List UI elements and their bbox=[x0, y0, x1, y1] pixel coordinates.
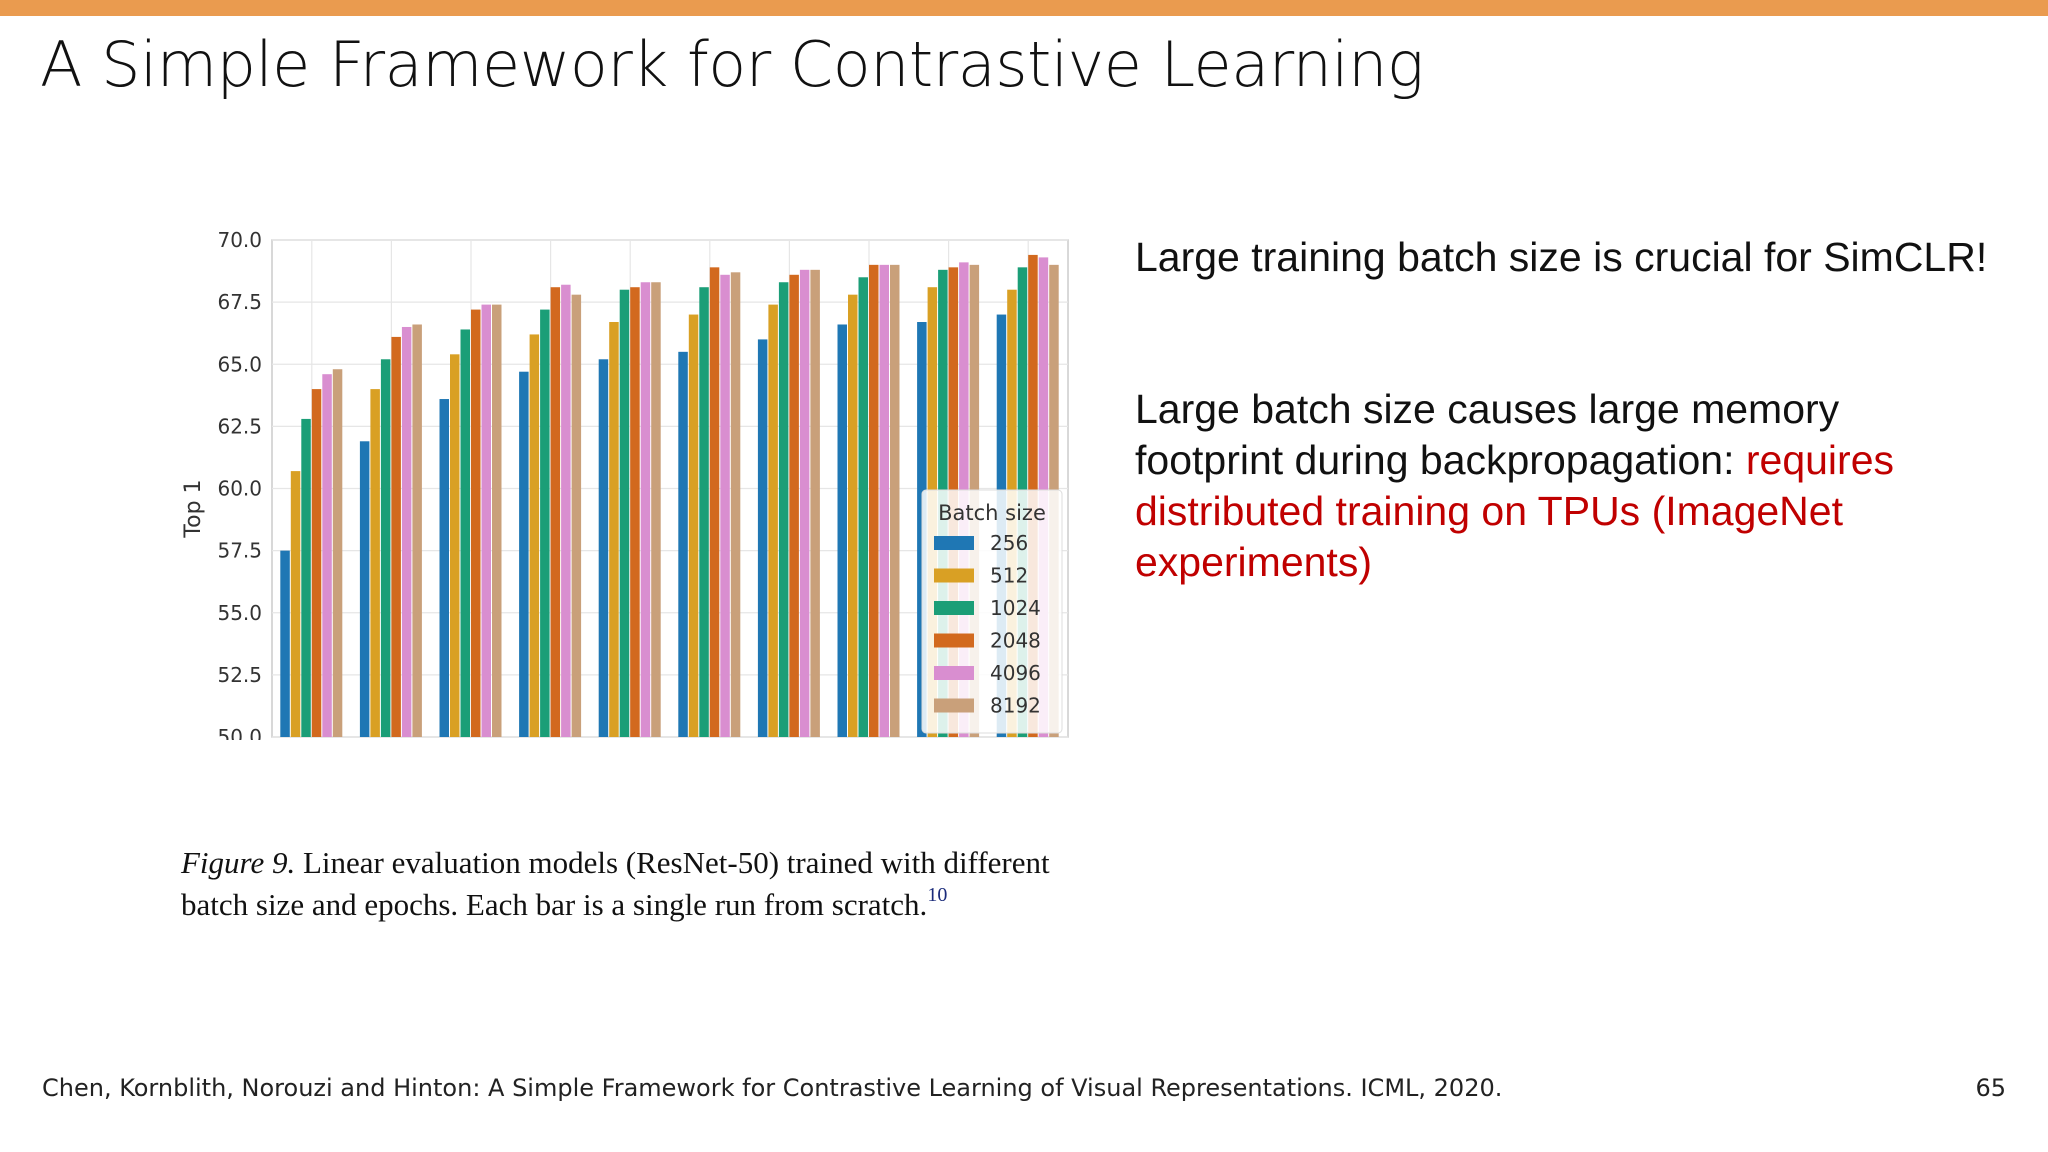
bar-256-800 bbox=[837, 324, 847, 737]
bar-8192-800 bbox=[890, 264, 900, 737]
bullet-memory-text: Large batch size causes large memory foo… bbox=[1135, 386, 1840, 483]
caption-footnote: 10 bbox=[927, 884, 948, 906]
bar-1024-600 bbox=[699, 287, 709, 737]
bar-2048-200 bbox=[391, 336, 401, 737]
y-tick-label: 70.0 bbox=[217, 228, 262, 252]
bar-512-300 bbox=[450, 354, 460, 737]
y-tick-label: 55.0 bbox=[217, 601, 262, 625]
bar-8192-200 bbox=[412, 324, 422, 737]
bar-512-400 bbox=[529, 334, 540, 737]
page-number: 65 bbox=[1975, 1074, 2006, 1102]
bar-2048-500 bbox=[630, 287, 640, 737]
bar-2048-700 bbox=[789, 274, 799, 737]
bar-4096-700 bbox=[799, 269, 810, 737]
citation: Chen, Kornblith, Norouzi and Hinton: A S… bbox=[42, 1074, 1503, 1102]
bar-8192-700 bbox=[810, 269, 820, 737]
legend-label-1024: 1024 bbox=[990, 596, 1041, 620]
bar-2048-400 bbox=[550, 287, 561, 737]
legend-label-2048: 2048 bbox=[990, 629, 1041, 653]
bar-256-700 bbox=[757, 339, 768, 737]
bar-256-500 bbox=[598, 359, 609, 737]
bar-4096-100 bbox=[322, 374, 332, 737]
legend-swatch-512 bbox=[934, 568, 974, 583]
bar-1024-200 bbox=[380, 359, 391, 737]
bar-256-400 bbox=[519, 371, 529, 737]
y-tick-label: 52.5 bbox=[217, 663, 262, 687]
bar-1024-300 bbox=[460, 329, 470, 737]
bar-512-100 bbox=[290, 471, 301, 737]
bar-256-300 bbox=[439, 399, 449, 737]
figure-caption: Figure 9. Linear evaluation models (ResN… bbox=[181, 842, 1101, 926]
caption-text: Linear evaluation models (ResNet-50) tra… bbox=[181, 845, 1050, 922]
legend-swatch-1024 bbox=[934, 601, 974, 615]
bar-1024-700 bbox=[778, 282, 789, 737]
bar-256-100 bbox=[280, 550, 290, 737]
y-tick-label: 57.5 bbox=[217, 539, 262, 563]
bar-1024-100 bbox=[301, 418, 311, 737]
legend-label-4096: 4096 bbox=[990, 661, 1041, 685]
y-tick-label: 50.0 bbox=[217, 725, 262, 740]
bar-8192-600 bbox=[730, 272, 741, 737]
bar-2048-600 bbox=[709, 267, 720, 737]
bar-8192-400 bbox=[571, 294, 582, 737]
bar-512-200 bbox=[370, 389, 380, 737]
bullet-list: Large training batch size is crucial for… bbox=[1135, 232, 1995, 588]
bar-1024-500 bbox=[619, 289, 630, 737]
bar-2048-800 bbox=[869, 264, 879, 737]
y-tick-label: 62.5 bbox=[217, 414, 262, 438]
legend-label-256: 256 bbox=[990, 531, 1028, 555]
y-tick-label: 60.0 bbox=[217, 477, 262, 501]
slide-title: A Simple Framework for Contrastive Learn… bbox=[40, 28, 1424, 101]
bar-4096-400 bbox=[561, 284, 571, 737]
legend-swatch-2048 bbox=[934, 633, 974, 648]
bar-512-700 bbox=[768, 304, 778, 737]
bar-8192-500 bbox=[651, 282, 661, 737]
legend-swatch-4096 bbox=[934, 666, 974, 680]
bar-4096-600 bbox=[720, 274, 730, 737]
bar-512-600 bbox=[688, 314, 699, 737]
bullet-batch-size: Large training batch size is crucial for… bbox=[1135, 234, 1988, 280]
bar-2048-100 bbox=[311, 389, 322, 737]
legend-title: Batch size bbox=[938, 501, 1046, 525]
bar-4096-200 bbox=[401, 326, 412, 737]
bar-256-200 bbox=[359, 441, 370, 737]
legend-label-8192: 8192 bbox=[990, 694, 1041, 718]
bullet-tpu-text: requires distributed training on TPUs (I… bbox=[1135, 437, 1894, 585]
legend-label-512: 512 bbox=[990, 564, 1028, 588]
legend-swatch-256 bbox=[934, 536, 974, 550]
y-axis-label: Top 1 bbox=[181, 479, 206, 538]
figure-9: 50.052.555.057.560.062.565.067.570.01002… bbox=[170, 220, 1100, 740]
bar-512-500 bbox=[609, 322, 619, 737]
y-tick-label: 67.5 bbox=[217, 290, 262, 314]
bar-4096-300 bbox=[481, 304, 491, 737]
bar-512-800 bbox=[848, 294, 858, 737]
legend: Batch size 256 512 1024 2048 4096 8192 bbox=[921, 489, 1063, 734]
accent-bar bbox=[0, 0, 2048, 16]
bar-256-600 bbox=[678, 351, 688, 737]
bar-4096-500 bbox=[640, 282, 651, 737]
bar-chart: 50.052.555.057.560.062.565.067.570.01002… bbox=[181, 228, 1069, 740]
bar-2048-300 bbox=[471, 309, 481, 737]
bar-4096-800 bbox=[879, 264, 889, 737]
bar-8192-300 bbox=[492, 304, 502, 737]
bar-8192-100 bbox=[332, 369, 343, 737]
y-tick-label: 65.0 bbox=[217, 352, 262, 376]
caption-label: Figure 9. bbox=[181, 845, 296, 880]
bullet-memory: Large batch size causes large memory foo… bbox=[1135, 384, 1995, 588]
legend-swatch-8192 bbox=[934, 698, 974, 713]
bar-1024-800 bbox=[858, 277, 868, 737]
bar-1024-400 bbox=[540, 309, 550, 737]
